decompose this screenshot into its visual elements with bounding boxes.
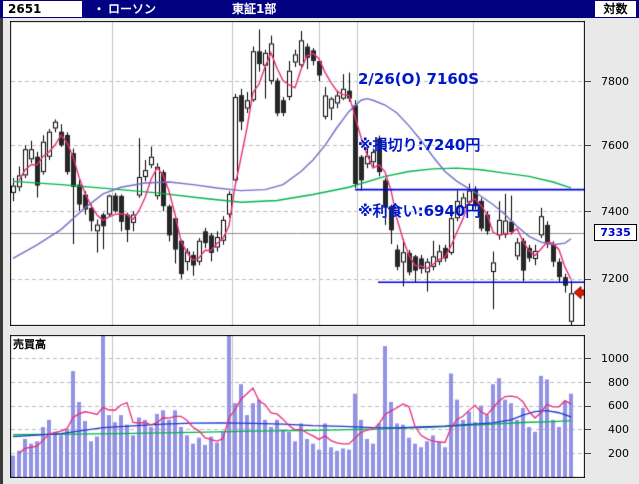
- price-tick-mark: [585, 81, 591, 82]
- market-section-label: 東証1部: [232, 2, 277, 16]
- volume-tick-mark: [585, 406, 591, 407]
- stop-loss-note: ※損切り:7240円: [358, 136, 481, 154]
- current-price-badge: 7335: [594, 224, 637, 241]
- price-tick-7800: 7800: [601, 75, 629, 88]
- volume-tick-mark: [585, 382, 591, 383]
- price-tick-mark: [585, 145, 591, 146]
- price-tick-7200: 7200: [601, 272, 629, 285]
- header-bar: 2651 ・ ローソン 東証1部 対数: [0, 0, 639, 18]
- volume-panel-title: 売買高: [13, 338, 46, 351]
- price-tick-7400: 7400: [601, 205, 629, 218]
- volume-tick-800: 800: [608, 376, 629, 389]
- price-tick-mark: [585, 279, 591, 280]
- price-chart-canvas[interactable]: [10, 21, 585, 326]
- price-tick-mark: [585, 211, 591, 212]
- log-scale-button[interactable]: 対数: [595, 1, 636, 17]
- stock-name: ローソン: [108, 2, 157, 16]
- volume-tick-200: 200: [608, 447, 629, 460]
- trade-annotation: 2/26(O) 7160S ※損切り:7240円 ※利食い:6940円: [358, 24, 480, 266]
- price-tick-7600: 7600: [601, 139, 629, 152]
- volume-tick-mark: [585, 358, 591, 359]
- volume-tick-mark: [585, 429, 591, 430]
- volume-tick-600: 600: [608, 399, 629, 412]
- trade-entry-note: 2/26(O) 7160S: [358, 70, 480, 88]
- take-profit-note: ※利食い:6940円: [358, 202, 481, 220]
- volume-tick-1000: 1000: [601, 352, 629, 365]
- stock-code-field[interactable]: 2651: [3, 1, 82, 17]
- volume-tick-mark: [585, 453, 591, 454]
- price-chart-panel: 2/26(O) 7160S ※損切り:7240円 ※利食い:6940円: [10, 21, 585, 326]
- stock-bullet: ・: [93, 2, 106, 16]
- window-left-border: [0, 0, 3, 484]
- volume-chart-canvas: [10, 335, 585, 478]
- volume-tick-400: 400: [608, 423, 629, 436]
- volume-panel: 売買高: [10, 335, 585, 478]
